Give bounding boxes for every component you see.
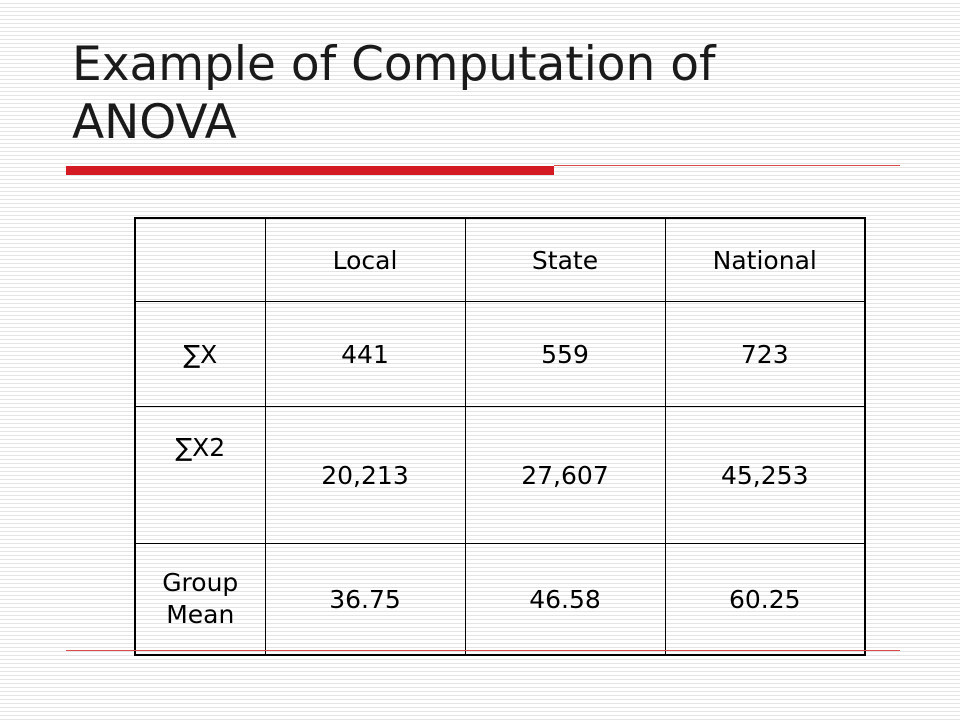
cell-sum-x-squared-state: 27,607 [464, 406, 666, 544]
cell-sum-x-squared-local: 20,213 [264, 406, 466, 544]
table-row-group-mean: Group Mean 36.75 46.58 60.25 [134, 543, 866, 656]
row-label-group-mean: Group Mean [134, 543, 266, 656]
cell-sum-x-state: 559 [464, 301, 666, 407]
title-divider-line [554, 165, 900, 166]
cell-group-mean-national: 60.25 [664, 543, 866, 656]
cell-group-mean-local: 36.75 [264, 543, 466, 656]
group-mean-label-text: Group Mean [162, 567, 239, 630]
slide-title: Example of Computation of ANOVA [72, 37, 716, 151]
table-header-row: Local State National [134, 217, 866, 302]
title-accent-bar [66, 166, 554, 175]
cell-sum-x-squared-national: 45,253 [664, 406, 866, 544]
table-row-sum-x-squared: ∑X2 20,213 27,607 45,253 [134, 406, 866, 544]
column-header-state: State [464, 217, 666, 302]
row-label-sum-x: ∑X [134, 301, 266, 407]
column-header-national: National [664, 217, 866, 302]
row-label-sum-x-squared: ∑X2 [134, 406, 266, 544]
footer-divider-line [66, 650, 900, 651]
cell-sum-x-national: 723 [664, 301, 866, 407]
table-corner-cell [134, 217, 266, 302]
anova-data-table: Local State National ∑X 441 559 723 ∑X2 … [134, 217, 866, 656]
cell-sum-x-local: 441 [264, 301, 466, 407]
column-header-local: Local [264, 217, 466, 302]
table-row-sum-x: ∑X 441 559 723 [134, 301, 866, 407]
cell-group-mean-state: 46.58 [464, 543, 666, 656]
